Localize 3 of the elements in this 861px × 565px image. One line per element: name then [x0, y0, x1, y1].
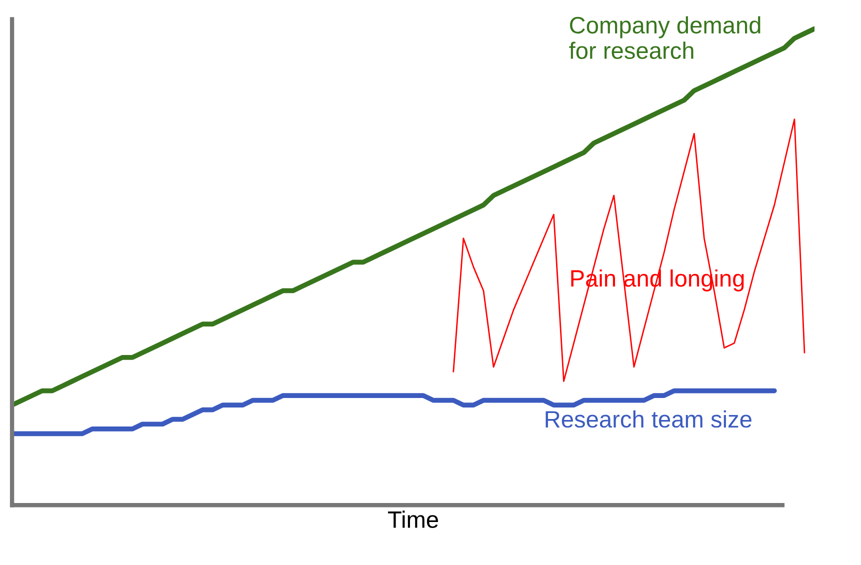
series-label: Company demand for research — [569, 16, 760, 60]
x-axis-title: Time — [388, 510, 438, 528]
series-label: Research team size — [546, 410, 752, 428]
